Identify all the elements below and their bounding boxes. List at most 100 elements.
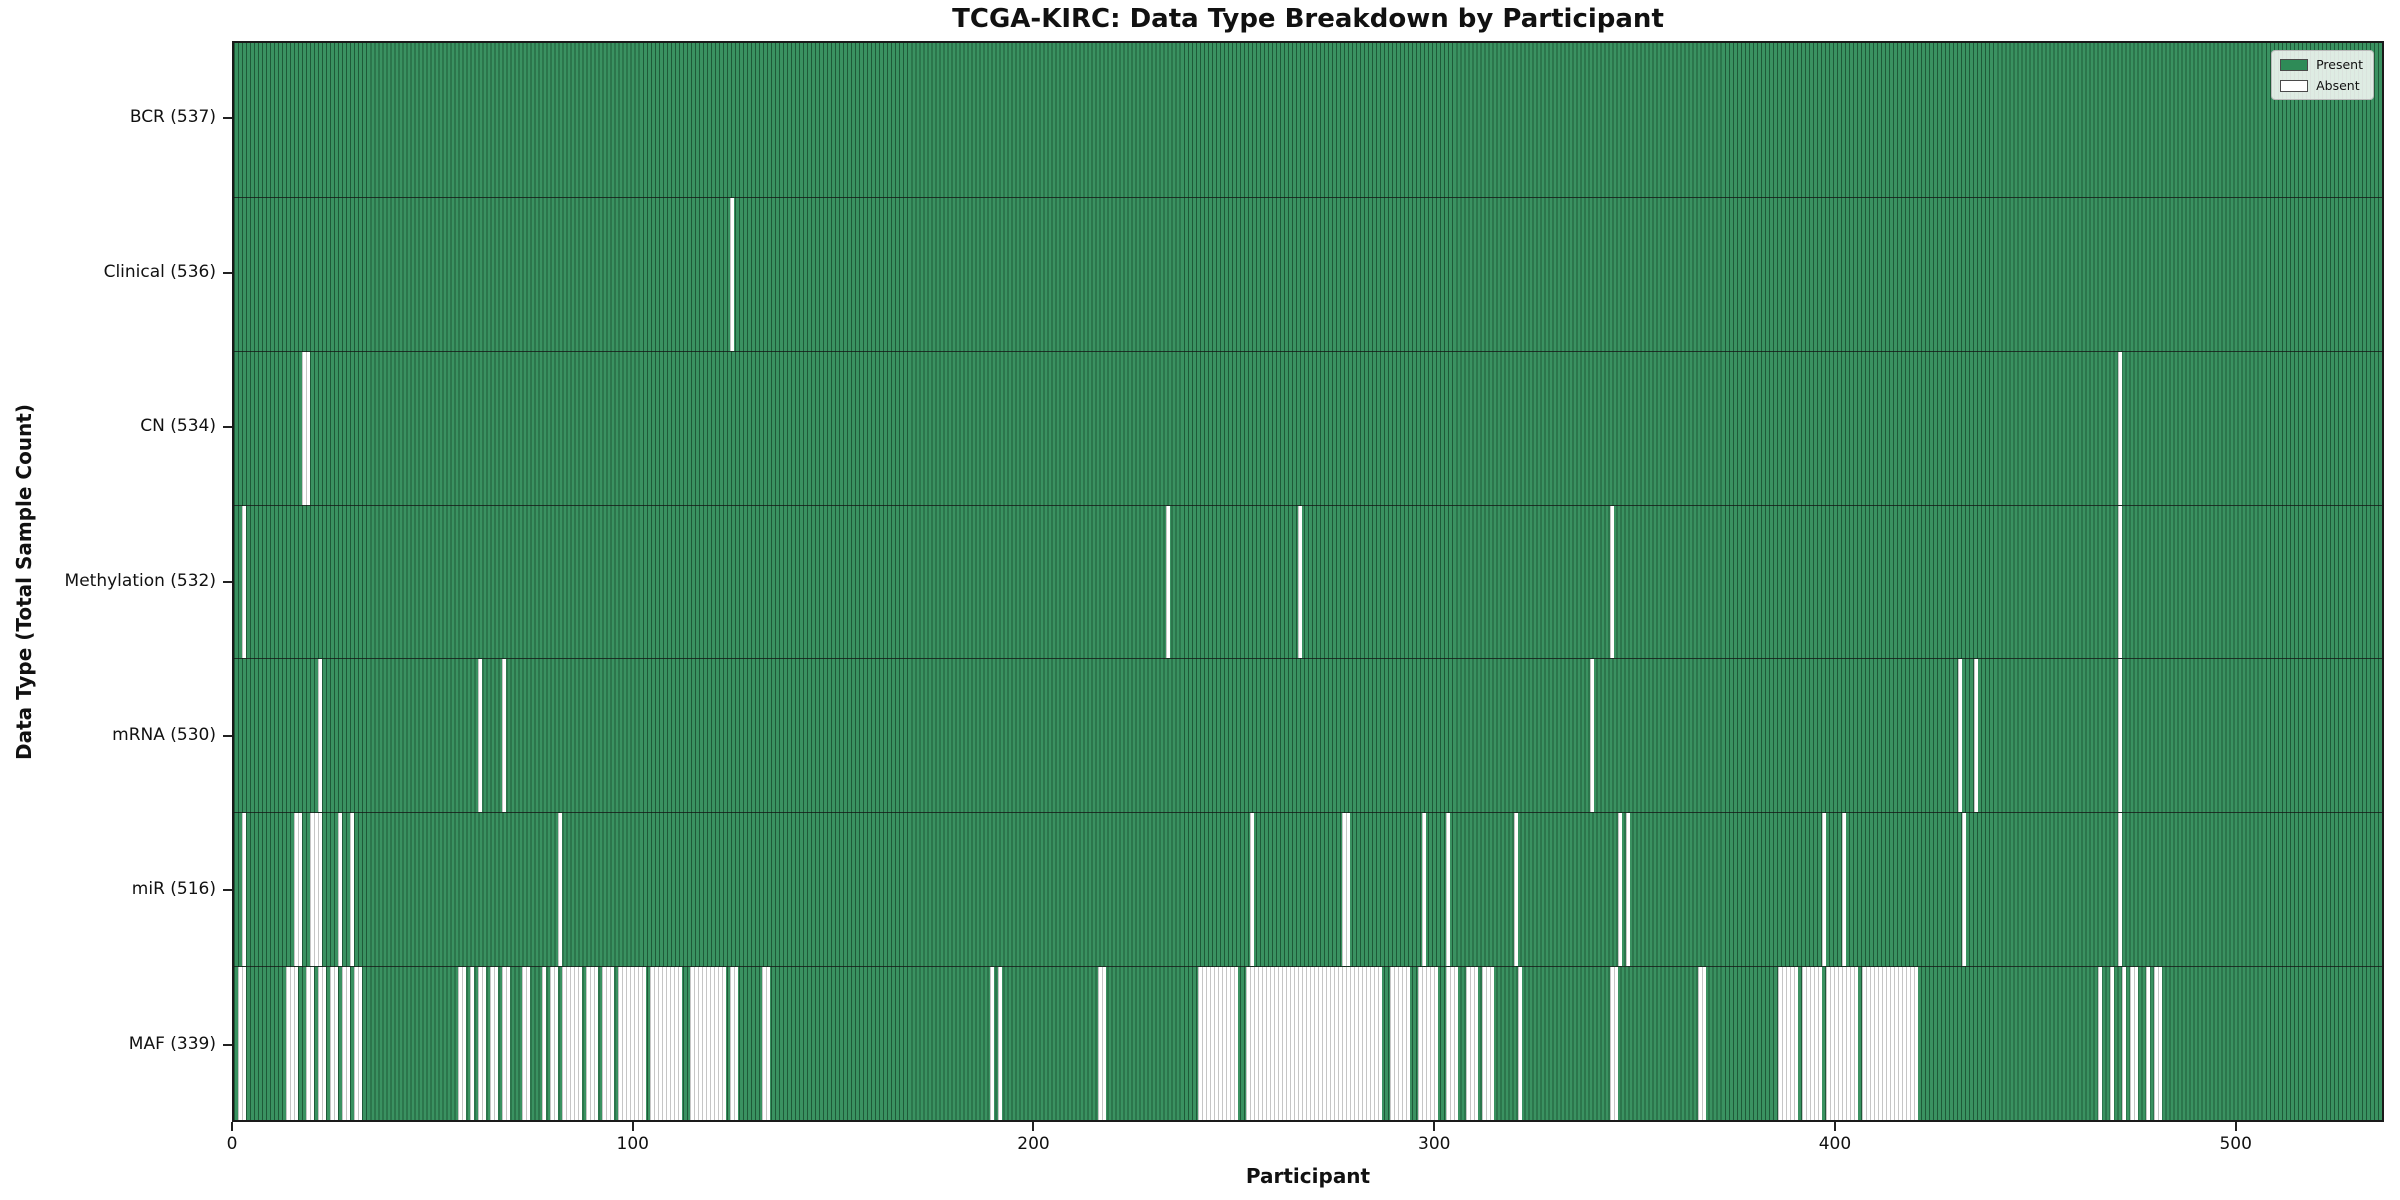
y-tick-label: BCR (537) (129, 107, 216, 128)
absent-stripe (302, 351, 310, 505)
absent-stripe (237, 967, 246, 1120)
y-tick-label: CN (534) (140, 416, 216, 437)
absent-stripe (1590, 659, 1594, 813)
absent-stripe (338, 813, 342, 967)
absent-stripe (502, 967, 510, 1120)
row-clinical (234, 196, 2382, 351)
absent-stripe (354, 967, 362, 1120)
absent-stripe (350, 813, 354, 967)
x-tick-mark (2234, 1122, 2237, 1131)
absent-stripe (458, 967, 466, 1120)
absent-stripe (241, 505, 246, 659)
absent-stripe (998, 967, 1002, 1120)
absent-stripe (286, 967, 298, 1120)
x-tick-label: 100 (616, 1134, 649, 1154)
absent-stripe (2118, 659, 2122, 813)
absent-stripe (502, 659, 506, 813)
absent-stripe (557, 813, 562, 967)
absent-stripe (586, 967, 598, 1120)
row-mrna (234, 658, 2382, 813)
absent-stripe (2154, 967, 2162, 1120)
absent-stripe (1246, 967, 1382, 1120)
y-tick-label: Methylation (532) (64, 570, 216, 591)
absent-stripe (730, 967, 738, 1120)
absent-stripe (1626, 813, 1630, 967)
absent-stripe (2118, 505, 2122, 659)
absent-stripe (602, 967, 614, 1120)
absent-stripe (1610, 967, 1618, 1120)
absent-stripe (342, 967, 350, 1120)
absent-stripe (1298, 505, 1302, 659)
legend-item: Absent (2280, 78, 2363, 93)
absent-stripe (550, 967, 558, 1120)
absent-stripe (1618, 813, 1622, 967)
row-methylation (234, 504, 2382, 659)
x-tick-label: 300 (1418, 1134, 1451, 1154)
absent-stripe (2110, 967, 2114, 1120)
row-bcr (234, 43, 2382, 197)
absent-stripe (1198, 967, 1238, 1120)
y-tick-label: miR (516) (131, 879, 216, 900)
y-tick-mark (223, 734, 232, 737)
absent-stripe (2118, 813, 2122, 967)
chart-title: TCGA-KIRC: Data Type Breakdown by Partic… (952, 4, 1664, 34)
absent-stripe (294, 813, 302, 967)
y-tick-label: mRNA (530) (112, 724, 216, 745)
x-tick-mark (1433, 1122, 1436, 1131)
absent-stripe (470, 967, 474, 1120)
y-tick-mark (223, 426, 232, 429)
absent-stripe (1482, 967, 1494, 1120)
x-tick-label: 500 (2219, 1134, 2252, 1154)
x-tick-label: 400 (1818, 1134, 1852, 1154)
x-tick-mark (1032, 1122, 1035, 1131)
legend-swatch-present (2280, 58, 2309, 71)
absent-stripe (690, 967, 726, 1120)
x-tick-mark (631, 1122, 634, 1131)
absent-stripe (1962, 813, 1966, 967)
absent-stripe (1958, 659, 1962, 813)
absent-stripe (241, 813, 246, 967)
absent-stripe (1698, 967, 1706, 1120)
plot-area: Present Absent (232, 41, 2384, 1122)
absent-stripe (1610, 505, 1614, 659)
absent-stripe (1446, 967, 1458, 1120)
x-tick-label: 200 (1017, 1134, 1050, 1154)
absent-stripe (1342, 813, 1350, 967)
y-tick-mark (223, 580, 232, 583)
absent-stripe (306, 967, 314, 1120)
absent-stripe (1098, 967, 1106, 1120)
y-tick-mark (223, 271, 232, 274)
absent-stripe (650, 967, 682, 1120)
absent-stripe (1862, 967, 1918, 1120)
absent-stripe (730, 197, 734, 351)
absent-stripe (1518, 967, 1522, 1120)
absent-stripe (1802, 967, 1822, 1120)
x-tick-mark (231, 1122, 233, 1131)
absent-stripe (990, 967, 994, 1120)
absent-stripe (318, 659, 322, 813)
legend-label: Absent (2316, 78, 2360, 93)
absent-stripe (477, 967, 486, 1120)
absent-stripe (1514, 813, 1518, 967)
row-maf (234, 966, 2382, 1120)
absent-stripe (2130, 967, 2138, 1120)
legend-item: Present (2280, 57, 2363, 72)
legend: Present Absent (2271, 50, 2374, 100)
legend-swatch-absent (2280, 79, 2309, 92)
absent-stripe (1446, 813, 1450, 967)
absent-stripe (330, 967, 338, 1120)
y-tick-mark (223, 889, 232, 892)
absent-stripe (2122, 967, 2126, 1120)
absent-stripe (477, 659, 482, 813)
absent-stripe (1822, 813, 1826, 967)
legend-label: Present (2316, 57, 2363, 72)
absent-stripe (1826, 967, 1858, 1120)
absent-stripe (1974, 659, 1978, 813)
absent-stripe (762, 967, 770, 1120)
y-tick-mark (223, 117, 232, 120)
row-mir (234, 812, 2382, 967)
absent-stripe (1250, 813, 1254, 967)
y-tick-label: MAF (339) (128, 1033, 216, 1054)
absent-stripe (1166, 505, 1170, 659)
